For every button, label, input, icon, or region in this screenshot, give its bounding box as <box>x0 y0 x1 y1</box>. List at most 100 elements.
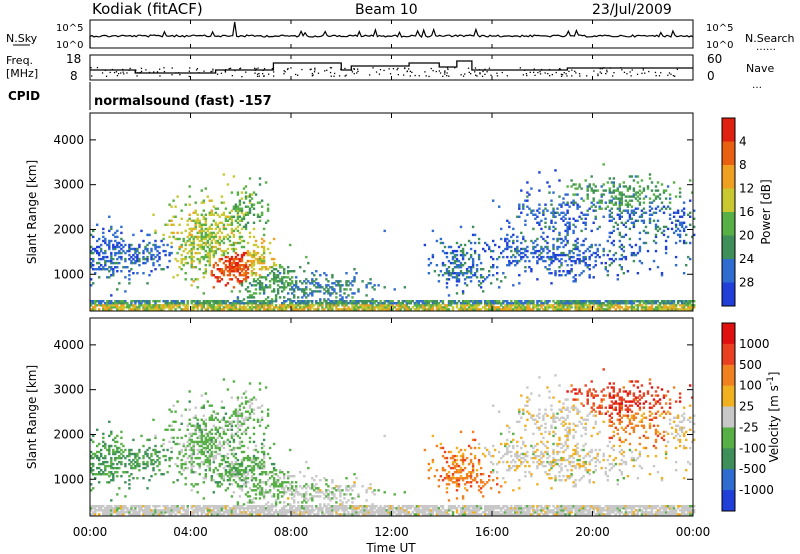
power-cell <box>234 261 238 265</box>
velocity-cell <box>192 460 195 464</box>
power-cell <box>546 308 549 311</box>
power-cell <box>415 300 418 303</box>
power-cell <box>278 272 282 275</box>
power-cell <box>108 270 111 273</box>
power-cell <box>496 266 499 269</box>
velocity-cell <box>104 454 107 458</box>
power-cell <box>232 302 236 305</box>
velocity-cell <box>162 438 165 442</box>
power-cell <box>562 251 565 255</box>
power-cell <box>630 217 634 220</box>
power-cell <box>311 304 314 307</box>
power-cell <box>425 300 429 303</box>
power-cell <box>662 306 666 309</box>
power-cell <box>254 280 258 283</box>
power-cell <box>301 308 304 311</box>
power-cell <box>208 253 211 257</box>
velocity-cell <box>148 505 151 508</box>
power-cell <box>542 259 545 263</box>
velocity-cell <box>204 454 207 458</box>
power-cell <box>204 219 207 222</box>
power-cell <box>568 255 571 259</box>
power-cell <box>218 259 221 263</box>
power-cell <box>586 247 589 251</box>
power-cell <box>238 259 242 263</box>
power-cell <box>588 304 591 307</box>
velocity-cell <box>100 448 103 452</box>
velocity-cell <box>194 430 197 434</box>
power-cell <box>542 302 545 305</box>
velocity-cell <box>170 456 173 460</box>
power-cell <box>512 233 515 237</box>
velocity-cell <box>240 487 244 490</box>
power-cell <box>230 217 234 220</box>
power-cell <box>341 304 344 307</box>
velocity-cell <box>172 404 175 407</box>
power-cell <box>415 306 418 309</box>
velocity-cell <box>114 440 117 444</box>
velocity-cell <box>204 432 207 436</box>
power-cell <box>126 306 129 309</box>
power-cell <box>658 227 662 231</box>
power-cell <box>492 266 495 269</box>
power-cell <box>622 235 625 239</box>
power-cell <box>473 274 477 277</box>
power-cell <box>606 253 609 257</box>
power-cell <box>289 288 292 291</box>
velocity-cell <box>110 513 113 516</box>
velocity-cell <box>224 422 228 425</box>
power-cell <box>574 187 577 190</box>
power-cell <box>345 284 348 287</box>
power-cell <box>682 272 686 275</box>
velocity-cell <box>174 420 177 423</box>
power-cell <box>220 268 224 271</box>
power-cell <box>230 302 234 305</box>
nave-dot <box>425 75 427 77</box>
power-cell <box>98 261 101 265</box>
velocity-cell <box>228 479 232 482</box>
velocity-cell <box>162 509 165 512</box>
velocity-cell <box>178 511 181 514</box>
power-cell <box>630 253 634 257</box>
power-cell <box>536 221 539 224</box>
power-cell <box>445 270 449 273</box>
power-cell <box>459 261 463 265</box>
power-cell <box>351 292 354 295</box>
power-cell <box>610 207 613 210</box>
power-cell <box>244 264 248 267</box>
velocity-cell <box>212 410 215 413</box>
power-cell <box>566 302 569 305</box>
velocity-cell <box>230 426 234 429</box>
power-cell <box>220 231 224 235</box>
velocity-cell <box>208 456 211 460</box>
power-cell <box>130 255 133 259</box>
power-cell <box>602 247 605 251</box>
velocity-cell <box>200 507 203 510</box>
power-cell <box>345 288 348 291</box>
nave-dot <box>254 69 256 71</box>
velocity-cell <box>242 420 246 423</box>
power-cell <box>220 195 224 198</box>
power-cell <box>560 217 563 220</box>
power-cell <box>236 215 240 218</box>
power-cell <box>230 278 234 281</box>
power-cell <box>473 306 477 309</box>
power-cell <box>98 237 101 241</box>
power-cell <box>130 268 133 271</box>
power-cell <box>558 253 561 257</box>
power-cell <box>588 268 591 271</box>
power-cell <box>602 193 605 196</box>
power-cell <box>309 304 312 307</box>
power-cell <box>620 235 623 239</box>
velocity-cell <box>228 513 232 516</box>
power-cell <box>162 306 165 309</box>
nave-dot <box>667 74 669 76</box>
velocity-cell <box>206 438 209 442</box>
power-cell <box>293 270 296 273</box>
power-cell <box>341 302 344 305</box>
power-cell <box>104 306 107 309</box>
power-cell <box>592 197 595 200</box>
power-cell <box>228 272 232 275</box>
power-cell <box>484 306 487 309</box>
velocity-cell <box>118 446 121 450</box>
